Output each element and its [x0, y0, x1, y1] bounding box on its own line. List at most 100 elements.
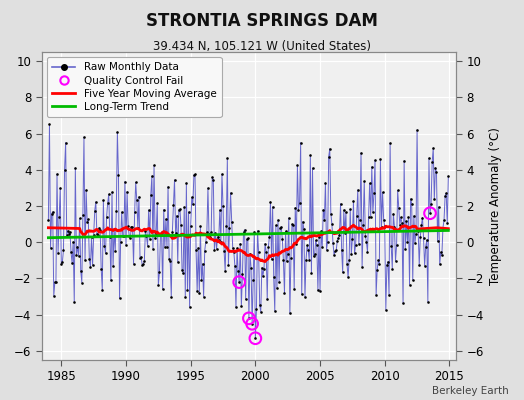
Point [244, 235, 252, 241]
Point [101, 250, 110, 256]
Point [221, 268, 230, 274]
Point [145, 207, 153, 213]
Point [77, 267, 85, 274]
Point [248, 320, 256, 327]
Point [362, 239, 370, 245]
Point [298, 291, 306, 298]
Point [428, 159, 436, 165]
Point [255, 249, 263, 256]
Point [207, 229, 215, 236]
Point [73, 244, 82, 250]
Point [285, 215, 293, 221]
Text: STRONTIA SPRINGS DAM: STRONTIA SPRINGS DAM [146, 12, 378, 30]
Point [189, 201, 197, 208]
Point [302, 256, 310, 263]
Point [416, 234, 424, 240]
Point [432, 169, 441, 175]
Point [143, 233, 151, 240]
Point [272, 285, 281, 292]
Point [266, 198, 275, 205]
Point [429, 145, 438, 151]
Point [117, 209, 126, 215]
Point [208, 174, 216, 180]
Point [211, 230, 220, 236]
Point [336, 200, 345, 207]
Point [426, 210, 434, 216]
Point [98, 287, 106, 294]
Point [283, 250, 292, 257]
Point [112, 208, 121, 214]
Point [134, 225, 142, 231]
Point [241, 227, 249, 233]
Point [121, 178, 129, 185]
Point [109, 263, 117, 270]
Point [75, 215, 84, 222]
Point [276, 224, 285, 231]
Point [166, 258, 174, 264]
Point [179, 270, 188, 276]
Point [256, 302, 264, 308]
Point [99, 197, 107, 204]
Point [173, 259, 182, 265]
Point [342, 209, 350, 215]
Point [259, 272, 267, 279]
Point [71, 164, 80, 171]
Point [249, 277, 257, 283]
Point [279, 257, 288, 263]
Point [242, 296, 250, 302]
Point [270, 308, 279, 314]
Point [422, 236, 431, 243]
Point [204, 185, 212, 191]
Point [360, 178, 368, 185]
Point [86, 264, 95, 270]
Point [169, 202, 178, 208]
Point [365, 180, 374, 186]
Point [184, 209, 193, 215]
Point [427, 200, 435, 207]
Point [202, 239, 210, 245]
Point [323, 238, 332, 245]
Point [124, 223, 133, 230]
Point [52, 279, 60, 285]
Point [345, 256, 353, 263]
Point [258, 264, 266, 271]
Point [129, 261, 138, 267]
Point [209, 177, 217, 183]
Point [274, 217, 282, 223]
Point [348, 236, 357, 242]
Point [419, 235, 428, 241]
Point [159, 206, 168, 213]
Point [183, 287, 192, 293]
Point [441, 193, 449, 199]
Point [172, 212, 181, 219]
Point [330, 252, 339, 258]
Point [305, 257, 313, 264]
Point [410, 213, 418, 219]
Point [347, 251, 355, 257]
Point [351, 250, 359, 257]
Point [234, 268, 242, 274]
Point [315, 234, 323, 241]
Point [343, 261, 351, 267]
Point [397, 214, 405, 221]
Point [206, 234, 214, 240]
Point [114, 172, 123, 178]
Point [297, 139, 305, 146]
Point [138, 262, 146, 268]
Point [334, 235, 343, 241]
Point [251, 335, 259, 342]
Point [425, 155, 433, 162]
Point [140, 258, 148, 264]
Point [388, 266, 397, 272]
Point [387, 243, 396, 249]
Point [205, 231, 213, 238]
Point [289, 222, 297, 228]
Point [230, 248, 238, 255]
Point [325, 146, 334, 152]
Point [401, 246, 409, 252]
Point [63, 228, 72, 234]
Point [215, 207, 224, 213]
Point [85, 256, 94, 262]
Point [413, 127, 421, 133]
Point [162, 216, 170, 222]
